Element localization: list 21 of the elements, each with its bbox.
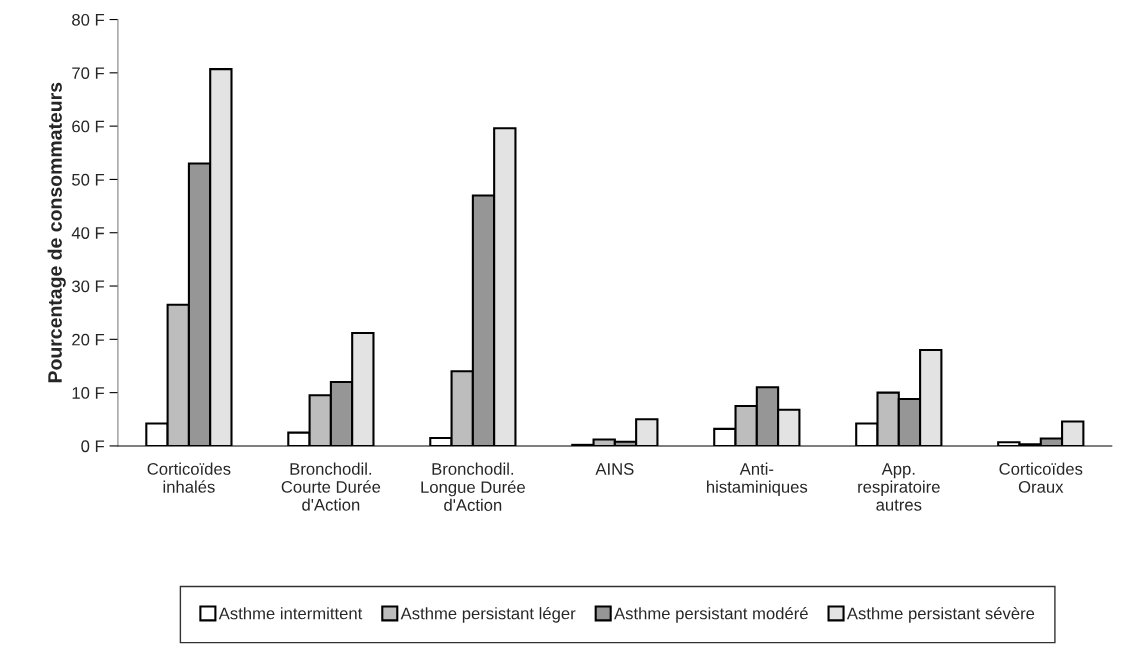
- y-axis-title: Pourcentage de consommateurs: [47, 82, 66, 383]
- x-tick-label: AINS: [595, 463, 634, 475]
- x-tick-label: App. respiratoire autres: [858, 463, 940, 511]
- y-tick-label: 70 F: [72, 67, 105, 80]
- legend-label: Asthme intermittent: [218, 607, 363, 620]
- x-tick-label: Anti- histaminiques: [707, 462, 808, 497]
- x-tick-label: Bronchodil. Courte Durée d'Action: [281, 462, 381, 511]
- legend-label: Asthme persistant sévère: [846, 606, 1035, 623]
- x-tick-label: Corticoïdes inhalés: [147, 462, 231, 493]
- legend-label: Asthme persistant modéré: [614, 606, 808, 623]
- y-tick-label: 40 F: [71, 227, 105, 239]
- legend-label: Asthme persistant léger: [400, 606, 576, 623]
- x-tick-label: Corticoïdes Oraux: [999, 462, 1083, 493]
- x-tick-label: Bronchodil. Longue Durée d'Action: [421, 462, 525, 511]
- y-tick-label: 50 F: [72, 173, 105, 186]
- y-tick-label: 0 F: [81, 440, 105, 453]
- y-tick-label: 80 F: [72, 13, 105, 26]
- y-tick-label: 20 F: [72, 333, 105, 346]
- y-tick-label: 60 F: [72, 120, 105, 133]
- y-tick-label: 30 F: [72, 280, 105, 293]
- y-tick-label: 10 F: [72, 387, 105, 399]
